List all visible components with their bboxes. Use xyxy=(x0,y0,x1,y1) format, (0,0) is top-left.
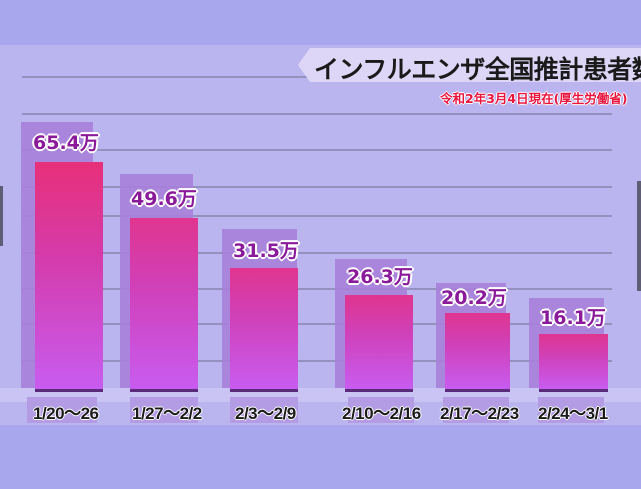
title-plate xyxy=(298,48,641,82)
gridline xyxy=(22,323,612,325)
bar-2 xyxy=(130,218,198,392)
left-edge-marker xyxy=(0,186,3,246)
category-label-bg xyxy=(230,397,298,423)
bar-6 xyxy=(539,334,608,392)
bar-1 xyxy=(35,162,103,392)
bar-4 xyxy=(345,295,413,392)
category-label: 2/3〜2/9 xyxy=(235,404,296,423)
category-label-bg xyxy=(130,397,198,423)
gridline xyxy=(22,186,612,188)
gridline xyxy=(22,360,612,362)
bar-value-label: 65.4万 xyxy=(33,132,99,154)
category-label: 1/20〜26 xyxy=(33,404,99,423)
bar-value-label: 16.1万 xyxy=(540,307,606,329)
category-label: 2/17〜2/23 xyxy=(440,404,519,423)
chart-title: インフルエンザ全国推計患者数 xyxy=(314,55,641,84)
gridline xyxy=(22,215,612,217)
category-label: 2/10〜2/16 xyxy=(342,404,421,423)
bar-3 xyxy=(230,268,298,392)
category-label-bg xyxy=(348,397,414,423)
category-label-bg xyxy=(27,397,97,423)
chart-subtitle: 令和2年3月4日現在(厚生労働省) xyxy=(440,91,628,106)
category-label: 2/24〜3/1 xyxy=(538,404,608,423)
gridline xyxy=(22,113,612,115)
gridline xyxy=(22,149,612,151)
gridline xyxy=(22,288,612,290)
bar-value-label: 49.6万 xyxy=(131,188,197,210)
category-label-bg xyxy=(443,397,509,423)
bar-value-label: 31.5万 xyxy=(233,240,299,262)
gridline xyxy=(22,252,612,254)
bar-value-label: 26.3万 xyxy=(347,266,413,288)
bar-value-label: 20.2万 xyxy=(441,287,507,309)
right-edge-marker xyxy=(637,181,641,291)
category-label-bg xyxy=(538,397,604,423)
bar-5 xyxy=(445,313,510,392)
category-label: 1/27〜2/2 xyxy=(132,404,202,423)
